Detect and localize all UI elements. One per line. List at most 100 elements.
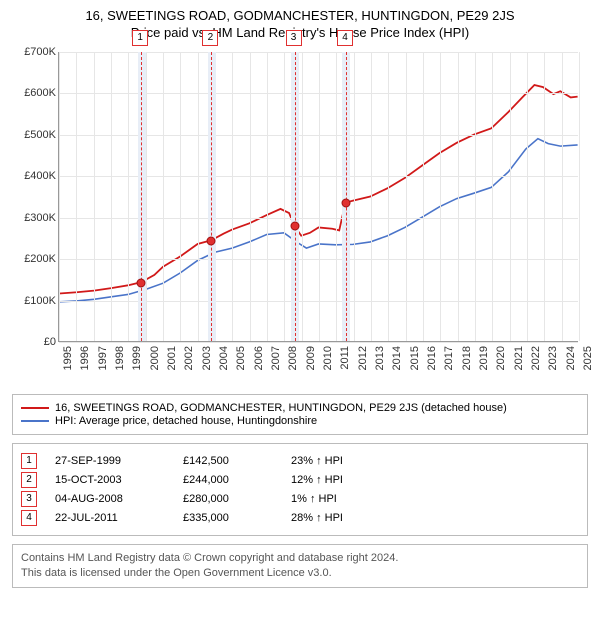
sale-marker-label: 2: [202, 30, 218, 46]
y-axis-tick: £400K: [12, 170, 56, 182]
transaction-date: 15-OCT-2003: [55, 474, 165, 486]
grid-line-v: [146, 52, 147, 341]
x-axis-tick: 2005: [235, 346, 247, 370]
grid-line-v: [232, 52, 233, 341]
x-axis-tick: 2018: [461, 346, 473, 370]
x-axis-tick: 1995: [62, 346, 74, 370]
grid-line-v: [492, 52, 493, 341]
grid-line-v: [423, 52, 424, 341]
sale-marker-line: [141, 52, 142, 341]
x-axis-tick: 2004: [218, 346, 230, 370]
transaction-index: 4: [21, 510, 37, 526]
x-axis-tick: 2001: [166, 346, 178, 370]
chart-area: £0 £100K £200K £300K £400K £500K £600K £700K 199…: [12, 46, 588, 386]
x-axis-tick: 2015: [409, 346, 421, 370]
x-axis-tick: 2023: [547, 346, 559, 370]
grid-line-v: [302, 52, 303, 341]
grid-line-h: [59, 342, 578, 343]
x-axis-tick: 1999: [131, 346, 143, 370]
grid-line-v: [128, 52, 129, 341]
x-axis-tick: 2012: [357, 346, 369, 370]
transaction-date: 27-SEP-1999: [55, 455, 165, 467]
sale-point: [207, 236, 216, 245]
grid-line-v: [406, 52, 407, 341]
grid-line-v: [284, 52, 285, 341]
transaction-price: £335,000: [183, 512, 273, 524]
chart-title: 16, SWEETINGS ROAD, GODMANCHESTER, HUNTI…: [12, 8, 588, 23]
y-axis-tick: £0: [12, 336, 56, 348]
footer-attribution: Contains HM Land Registry data © Crown c…: [12, 544, 588, 588]
x-axis-tick: 2003: [201, 346, 213, 370]
x-axis-tick: 2006: [253, 346, 265, 370]
transaction-index: 2: [21, 472, 37, 488]
sale-point: [137, 278, 146, 287]
grid-line-v: [371, 52, 372, 341]
x-axis-tick: 1997: [97, 346, 109, 370]
grid-line-v: [94, 52, 95, 341]
sale-marker-label: 4: [337, 30, 353, 46]
transaction-diff: 1% ↑ HPI: [291, 493, 411, 505]
footer-line: Contains HM Land Registry data © Crown c…: [21, 551, 579, 566]
transaction-row: 2 15-OCT-2003 £244,000 12% ↑ HPI: [21, 472, 579, 488]
y-axis-tick: £700K: [12, 46, 56, 58]
legend-swatch: [21, 420, 49, 422]
x-axis-tick: 2009: [305, 346, 317, 370]
grid-line-v: [319, 52, 320, 341]
x-axis-tick: 2024: [565, 346, 577, 370]
transaction-row: 304-AUG-2008£280,0001% ↑ HPI: [21, 491, 579, 507]
transaction-row: 127-SEP-1999£142,50023% ↑ HPI: [21, 453, 579, 469]
x-axis-tick: 2017: [443, 346, 455, 370]
transaction-row: 4 22-JUL-2011 £335,000 28% ↑ HPI: [21, 510, 579, 526]
legend: 16, SWEETINGS ROAD, GODMANCHESTER, HUNTI…: [12, 394, 588, 435]
grid-line-v: [198, 52, 199, 341]
grid-line-v: [440, 52, 441, 341]
transaction-diff: 28% ↑ HPI: [291, 512, 411, 524]
y-axis-tick: £300K: [12, 212, 56, 224]
grid-line-v: [527, 52, 528, 341]
transaction-price: £244,000: [183, 474, 273, 486]
grid-line-v: [336, 52, 337, 341]
x-axis-tick: 2007: [270, 346, 282, 370]
transaction-diff: 23% ↑ HPI: [291, 455, 411, 467]
grid-line-v: [510, 52, 511, 341]
grid-line-v: [562, 52, 563, 341]
grid-line-v: [76, 52, 77, 341]
x-axis-tick: 2014: [391, 346, 403, 370]
x-axis-tick: 2013: [374, 346, 386, 370]
x-axis-tick: 2019: [478, 346, 490, 370]
x-axis-tick: 1998: [114, 346, 126, 370]
x-axis-tick: 2002: [183, 346, 195, 370]
transaction-index: 1: [21, 453, 37, 469]
grid-line-v: [544, 52, 545, 341]
x-axis-tick: 2008: [287, 346, 299, 370]
grid-line-v: [180, 52, 181, 341]
grid-line-v: [111, 52, 112, 341]
plot-region: [58, 52, 578, 342]
legend-swatch: [21, 407, 49, 409]
y-axis-tick: £200K: [12, 253, 56, 265]
x-axis-tick: 2020: [495, 346, 507, 370]
grid-line-v: [458, 52, 459, 341]
sale-marker-line: [346, 52, 347, 341]
sale-marker-label: 1: [132, 30, 148, 46]
sale-marker-label: 3: [286, 30, 302, 46]
legend-item: 16, SWEETINGS ROAD, GODMANCHESTER, HUNTI…: [21, 402, 579, 414]
legend-label: 16, SWEETINGS ROAD, GODMANCHESTER, HUNTI…: [55, 402, 507, 414]
grid-line-v: [163, 52, 164, 341]
sale-point: [342, 199, 351, 208]
grid-line-v: [579, 52, 580, 341]
grid-line-v: [475, 52, 476, 341]
grid-line-v: [267, 52, 268, 341]
x-axis-tick: 2010: [322, 346, 334, 370]
grid-line-v: [354, 52, 355, 341]
transaction-diff: 12% ↑ HPI: [291, 474, 411, 486]
footer-line: This data is licensed under the Open Gov…: [21, 566, 579, 581]
y-axis-tick: £500K: [12, 129, 56, 141]
x-axis-tick: 2000: [149, 346, 161, 370]
legend-label: HPI: Average price, detached house, Hunt…: [55, 415, 317, 427]
transaction-date: 04-AUG-2008: [55, 493, 165, 505]
y-axis-tick: £600K: [12, 87, 56, 99]
legend-item: HPI: Average price, detached house, Hunt…: [21, 415, 579, 427]
transaction-date: 22-JUL-2011: [55, 512, 165, 524]
y-axis-tick: £100K: [12, 295, 56, 307]
